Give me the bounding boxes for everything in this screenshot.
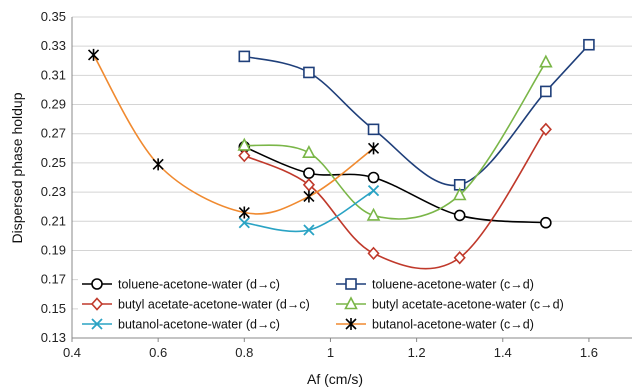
series-group	[87, 38, 595, 270]
x-tick-label: 1.2	[408, 345, 426, 360]
data-point-x	[303, 224, 315, 236]
data-point-square	[540, 85, 552, 98]
y-tick-label: 0.19	[41, 242, 66, 257]
y-tick-label: 0.33	[41, 38, 66, 53]
legend-label: toluene-acetone-water (d→c)	[118, 278, 280, 292]
y-tick-label: 0.15	[41, 301, 66, 316]
y-tick-label: 0.25	[41, 155, 66, 170]
series-4	[237, 54, 553, 221]
legend-item: butyl acetate-acetone-water (c→d)	[336, 296, 564, 312]
data-point-circle	[453, 209, 466, 222]
data-point-diamond	[539, 122, 552, 137]
x-axis-title: Af (cm/s)	[307, 371, 363, 387]
data-point-circle	[540, 216, 552, 229]
data-point-diamond	[90, 297, 104, 311]
series-2	[238, 38, 595, 191]
y-tick-label: 0.31	[41, 67, 66, 82]
series-line	[92, 54, 375, 215]
legend-item: butyl acetate-acetone-water (d→c)	[82, 297, 310, 312]
data-point-diamond	[367, 246, 380, 261]
legend-item: butanol-acetone-water (d→c)	[82, 318, 280, 332]
legend-label: toluene-acetone-water (c→d)	[372, 278, 534, 292]
data-point-square	[367, 123, 380, 136]
series-5	[238, 184, 380, 236]
y-tick-label: 0.21	[41, 213, 66, 228]
legend-label: butanol-acetone-water (c→d)	[372, 318, 534, 332]
legend-item: toluene-acetone-water (c→d)	[336, 278, 534, 292]
y-tick-label: 0.35	[41, 9, 66, 24]
legend-item: toluene-acetone-water (d→c)	[82, 278, 280, 292]
data-point-triangle	[302, 144, 316, 158]
legend: toluene-acetone-water (d→c) toluene-aceto…	[78, 272, 633, 335]
series-line	[244, 61, 547, 220]
data-point-circle	[367, 171, 380, 184]
data-point-star	[303, 190, 315, 203]
data-point-diamond	[238, 148, 251, 163]
data-point-star	[345, 318, 357, 330]
axes: 0.13 0.15 0.17 0.19 0.21 0.23 0.25 0.27 0.29 0.31…	[41, 9, 632, 360]
legend-item: butanol-acetone-water (c→d)	[336, 318, 534, 332]
y-tick-label: 0.13	[41, 330, 66, 345]
data-point-star	[152, 158, 164, 171]
data-point-diamond	[302, 178, 316, 192]
y-tick-label: 0.23	[41, 184, 66, 199]
data-point-x	[91, 318, 103, 330]
data-point-triangle	[452, 187, 467, 201]
series-line	[243, 128, 547, 270]
series-line	[244, 44, 590, 187]
x-tick-label: 0.8	[235, 345, 253, 360]
x-tick-label: 0.6	[149, 345, 167, 360]
legend-label: butyl acetate-acetone-water (c→d)	[372, 298, 564, 312]
data-point-diamond	[453, 251, 466, 265]
series-1	[238, 141, 552, 229]
series-6	[87, 48, 380, 219]
x-tick-label: 0.4	[63, 345, 81, 360]
x-tick-label: 1	[327, 345, 334, 360]
data-point-star	[238, 206, 250, 219]
y-tick-label: 0.29	[41, 97, 66, 112]
data-point-triangle	[366, 207, 381, 221]
data-point-square	[345, 278, 357, 290]
y-axis-title: Dispersed phase holdup	[9, 92, 25, 243]
data-point-circle	[303, 167, 315, 179]
x-tick-label: 1.4	[494, 345, 512, 360]
data-point-triangle	[344, 296, 358, 310]
series-3	[238, 122, 552, 270]
data-point-x	[367, 184, 380, 197]
y-tick-label: 0.27	[41, 126, 66, 141]
data-point-x	[238, 217, 250, 229]
x-tick-label: 1.6	[580, 345, 598, 360]
legend-label: butyl acetate-acetone-water (d→c)	[118, 298, 310, 312]
data-point-triangle	[237, 137, 252, 151]
data-point-square	[303, 66, 315, 79]
data-point-square	[583, 38, 595, 51]
data-point-star	[87, 48, 100, 61]
legend-label: butanol-acetone-water (d→c)	[118, 318, 280, 332]
data-point-triangle	[539, 54, 553, 68]
data-point-star	[367, 142, 380, 155]
data-point-circle	[91, 278, 103, 290]
series-line	[244, 146, 546, 224]
y-tick-label: 0.17	[41, 272, 66, 287]
data-point-square	[238, 50, 251, 63]
